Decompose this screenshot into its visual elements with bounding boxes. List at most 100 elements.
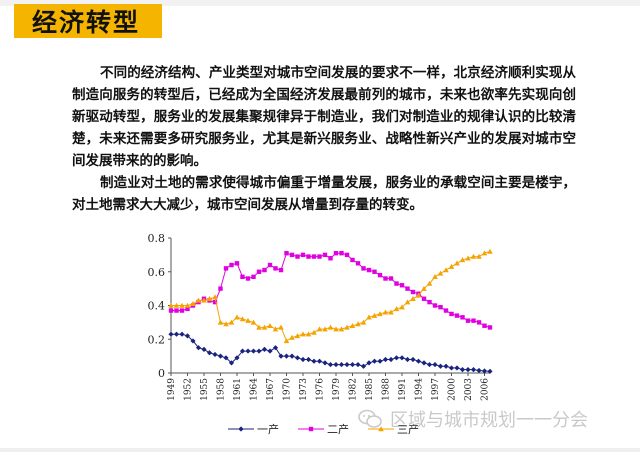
data-point <box>465 367 471 373</box>
data-point <box>179 331 185 337</box>
data-point <box>421 360 427 366</box>
data-point <box>184 302 191 308</box>
data-point <box>432 361 438 368</box>
data-point <box>415 358 422 364</box>
paragraph-1: 不同的经济结构、产业类型对城市空间发展的要求不一样，北京经济顺利实现从制造向服务… <box>72 65 576 169</box>
data-point <box>448 263 455 269</box>
data-point <box>195 297 202 303</box>
x-tick-label: 1949 <box>167 378 177 401</box>
data-point <box>399 355 405 361</box>
data-point <box>443 308 449 313</box>
x-tick-label: 1997 <box>431 378 441 401</box>
data-point <box>448 365 455 371</box>
data-point <box>415 292 422 298</box>
data-point <box>300 252 306 258</box>
data-point <box>322 326 328 332</box>
data-point <box>289 252 295 258</box>
data-point <box>201 297 207 303</box>
data-point <box>289 353 295 359</box>
paragraph-2: 制造业对土地的需求使得城市偏重于增量发展，服务业的承载空间主要是楼宇，对土地需求… <box>72 175 576 213</box>
data-point <box>476 253 482 259</box>
y-tick-label: 0.8 <box>148 232 166 245</box>
data-point <box>399 283 405 288</box>
bottom-frame-strip <box>0 448 640 452</box>
data-point <box>306 254 311 259</box>
series-2 <box>168 250 493 330</box>
data-point <box>250 348 257 354</box>
data-point <box>333 250 339 256</box>
data-point <box>185 306 190 312</box>
data-point <box>217 319 224 325</box>
x-tick-label: 1988 <box>382 378 392 401</box>
data-point <box>344 252 350 258</box>
series-3 <box>168 248 493 344</box>
legend-label: 三产 <box>397 422 419 436</box>
x-tick-label: 1973 <box>299 378 309 401</box>
data-point <box>305 356 312 363</box>
data-point <box>388 309 394 315</box>
series-1 <box>168 331 493 374</box>
data-point <box>339 250 344 256</box>
data-point <box>349 322 356 328</box>
data-point <box>234 314 240 320</box>
data-point <box>316 326 323 332</box>
data-point <box>218 286 223 291</box>
data-point <box>234 261 240 266</box>
data-point <box>394 281 399 286</box>
data-point <box>305 331 312 337</box>
data-point <box>327 361 334 368</box>
data-point <box>168 302 174 308</box>
data-point <box>377 358 383 364</box>
data-point <box>223 355 229 361</box>
data-point <box>284 250 289 256</box>
data-point <box>173 331 180 337</box>
data-point <box>283 353 290 359</box>
data-point <box>272 326 279 332</box>
data-point <box>443 267 449 273</box>
watermark-text: 区域与城市规划一一分会 <box>390 410 588 431</box>
data-point <box>361 266 366 271</box>
data-point <box>289 334 295 340</box>
legend-marker <box>308 426 314 432</box>
data-point <box>206 295 213 301</box>
data-point <box>300 356 306 363</box>
data-point <box>228 319 235 325</box>
data-point <box>371 358 378 364</box>
data-point <box>377 311 383 317</box>
data-point <box>437 363 444 369</box>
data-point <box>283 338 290 344</box>
data-point <box>355 261 361 266</box>
x-tick-label: 1952 <box>184 378 194 401</box>
data-point <box>454 365 460 371</box>
data-point <box>278 324 284 330</box>
data-point <box>470 367 477 373</box>
data-point <box>278 267 284 273</box>
data-point <box>459 257 466 263</box>
x-tick-label: 2006 <box>481 378 491 401</box>
data-point <box>426 361 433 368</box>
data-point <box>437 270 444 276</box>
data-point <box>267 322 273 328</box>
data-point <box>184 333 191 339</box>
legend-label: 一产 <box>257 422 279 436</box>
data-point <box>239 348 246 354</box>
data-point <box>322 360 328 366</box>
data-point <box>454 313 460 318</box>
data-point <box>190 338 196 344</box>
data-point <box>311 358 317 364</box>
data-point <box>377 272 383 278</box>
data-point <box>206 350 213 356</box>
data-point <box>278 353 284 359</box>
data-point <box>449 311 454 317</box>
data-point <box>168 308 174 313</box>
data-point <box>212 299 218 305</box>
data-point <box>371 312 378 318</box>
data-point <box>404 356 411 363</box>
data-point <box>256 269 262 274</box>
y-tick-label: 0.6 <box>148 266 166 279</box>
data-point <box>317 254 322 259</box>
x-tick-label: 1958 <box>217 378 227 401</box>
data-point <box>256 324 262 330</box>
data-point <box>234 355 240 361</box>
data-point <box>267 262 273 268</box>
